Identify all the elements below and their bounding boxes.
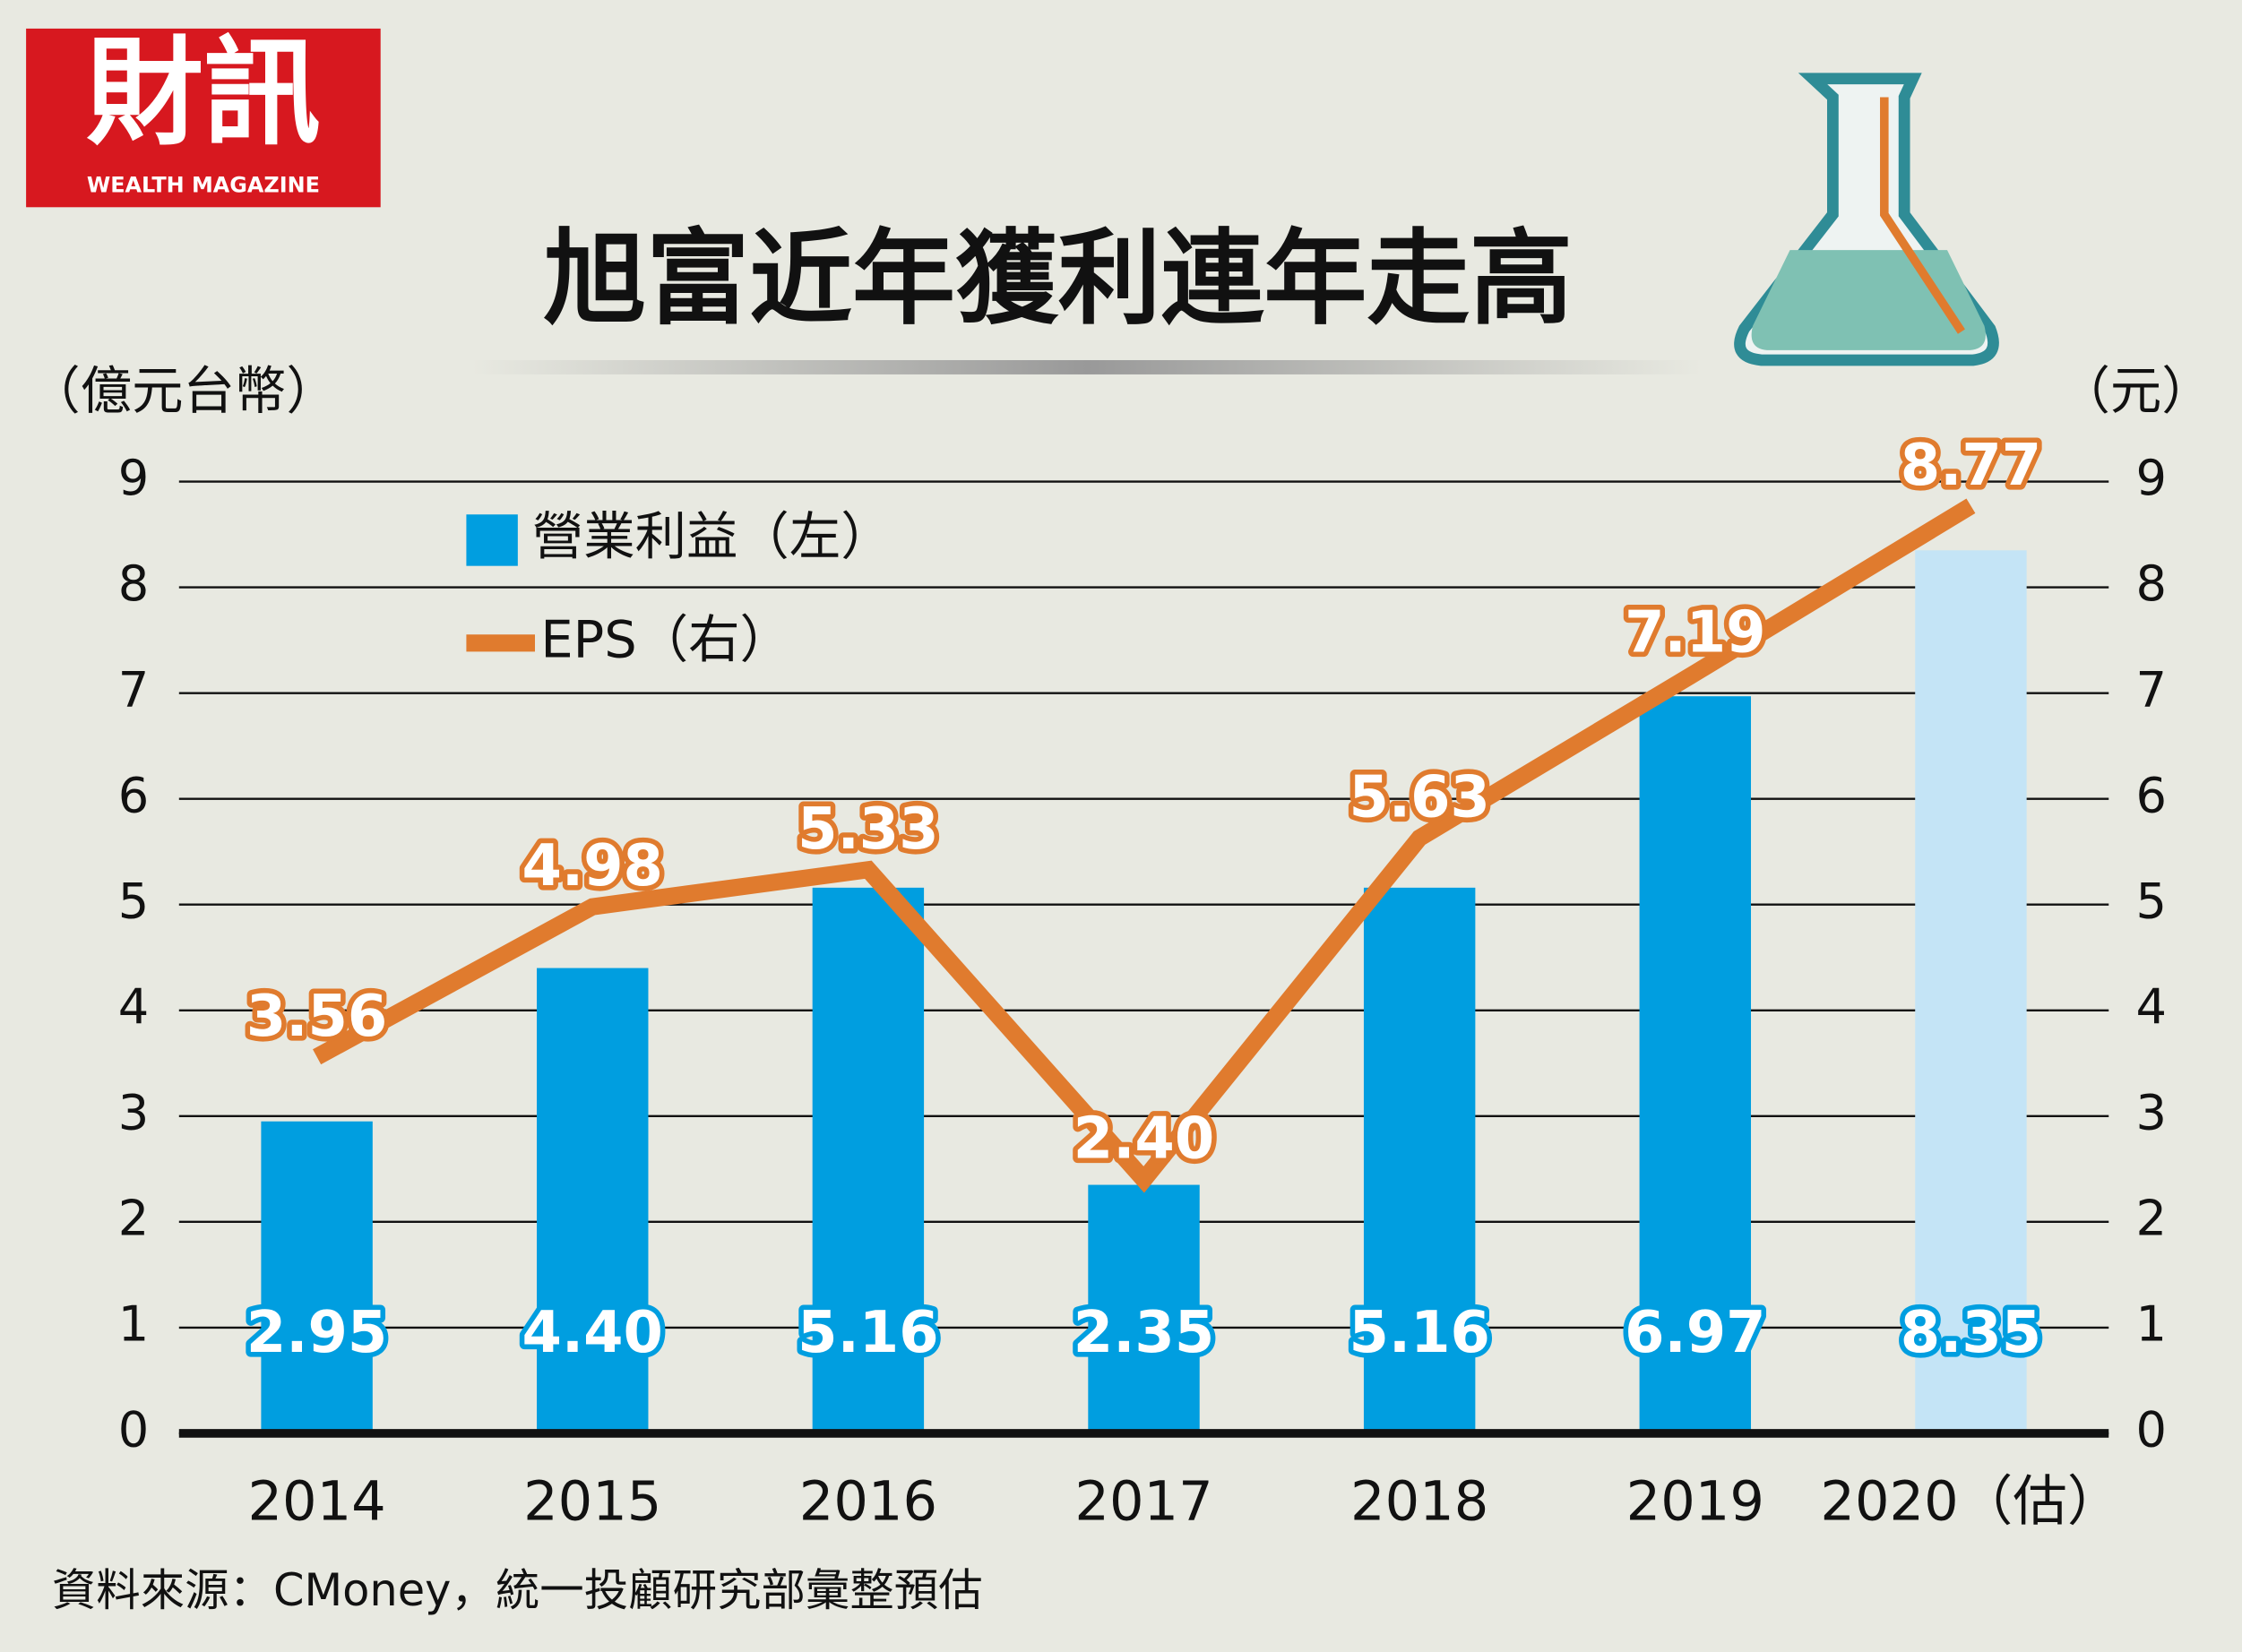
y2-tick-label: 1 xyxy=(2136,1296,2168,1353)
x-tick-label: 2019 xyxy=(1626,1470,1764,1533)
bar xyxy=(261,1121,373,1433)
bar xyxy=(537,968,649,1433)
y2-tick-label: 0 xyxy=(2136,1402,2168,1458)
y-tick-label: 7 xyxy=(118,661,150,718)
x-tick-label: 2015 xyxy=(523,1470,661,1533)
logo-box xyxy=(26,28,381,208)
legend-swatch xyxy=(466,634,535,652)
line-value-label: 4.98 xyxy=(522,833,663,899)
line-value-label: 5.33 xyxy=(798,796,938,863)
y-tick-label: 1 xyxy=(118,1296,150,1353)
y2-axis-label: （元） xyxy=(2058,361,2212,421)
y-tick-label: 4 xyxy=(118,978,150,1035)
y-tick-label: 3 xyxy=(118,1084,150,1140)
y2-tick-label: 8 xyxy=(2136,555,2168,612)
bar-value-label: 5.16 xyxy=(798,1300,938,1366)
y-tick-label: 5 xyxy=(118,873,150,929)
title-shadow xyxy=(471,359,1702,374)
flask-icon xyxy=(1734,73,1999,366)
y2-tick-label: 9 xyxy=(2136,450,2168,506)
y-tick-label: 6 xyxy=(118,767,150,823)
y-tick-label: 2 xyxy=(118,1190,150,1246)
line-value-label: 5.63 xyxy=(1349,764,1489,830)
x-tick-label: 2014 xyxy=(247,1470,385,1533)
line-value-label: 3.56 xyxy=(246,984,387,1050)
bar xyxy=(812,887,925,1433)
bar-value-label: 4.40 xyxy=(522,1300,663,1366)
line-value-label: 8.77 xyxy=(1901,433,2041,499)
bar-value-label: 6.97 xyxy=(1625,1300,1765,1366)
bar xyxy=(1915,550,2027,1433)
chart-title: 旭富近年獲利連年走高 xyxy=(544,219,1573,339)
line-value-label: 7.19 xyxy=(1625,599,1765,666)
bar xyxy=(1088,1184,1200,1433)
y2-tick-label: 7 xyxy=(2136,661,2168,718)
bar xyxy=(1363,887,1476,1433)
legend-label: 營業利益（左） xyxy=(532,507,892,567)
y2-tick-label: 2 xyxy=(2136,1190,2168,1246)
bar-value-label: 5.16 xyxy=(1349,1300,1489,1366)
y2-tick-label: 5 xyxy=(2136,873,2168,929)
y-axis-label: （億元台幣） xyxy=(29,361,337,421)
legend-swatch xyxy=(466,514,518,566)
y2-tick-label: 6 xyxy=(2136,767,2168,823)
bar-value-label: 8.35 xyxy=(1901,1300,2041,1366)
y-tick-label: 8 xyxy=(118,555,150,612)
legend-label: EPS（右） xyxy=(540,609,791,669)
bar xyxy=(1639,696,1752,1433)
y-tick-label: 0 xyxy=(118,1402,150,1458)
x-tick-label: 2020（估） xyxy=(1820,1470,2121,1533)
logo-name: 財訊 xyxy=(86,23,321,161)
bar-value-label: 2.35 xyxy=(1074,1300,1214,1366)
y-tick-label: 9 xyxy=(118,450,150,506)
line-value-label: 2.40 xyxy=(1074,1106,1214,1173)
eps-line xyxy=(313,498,1976,1193)
logo-subtitle: WEALTH MAGAZINE xyxy=(87,172,320,197)
y2-tick-label: 4 xyxy=(2136,978,2168,1035)
bar-value-label: 2.95 xyxy=(246,1300,387,1366)
source-note: 資料來源：CMoney，統一投顧研究部彙整預估 xyxy=(52,1564,983,1616)
x-tick-label: 2017 xyxy=(1074,1470,1212,1533)
x-tick-label: 2016 xyxy=(799,1470,937,1533)
x-tick-label: 2018 xyxy=(1350,1470,1488,1533)
y2-tick-label: 3 xyxy=(2136,1084,2168,1140)
